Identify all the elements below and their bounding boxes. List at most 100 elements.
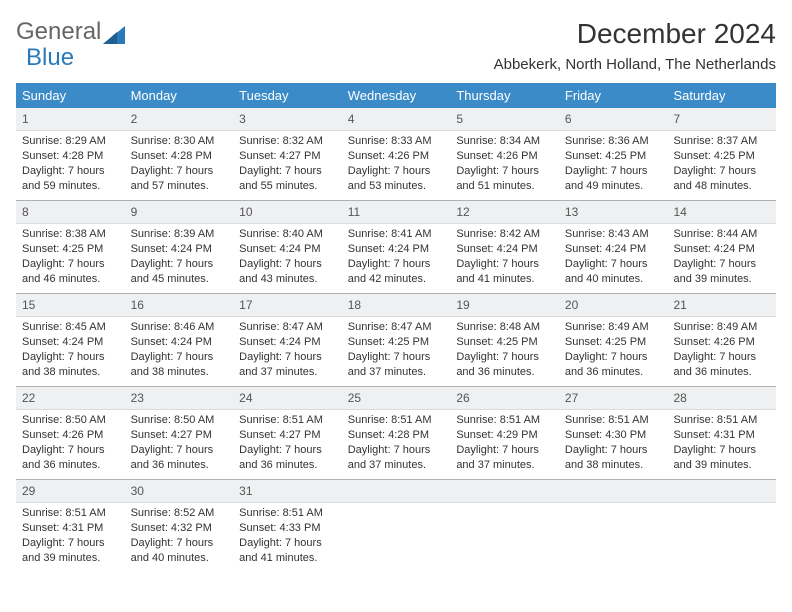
daylight-text: Daylight: 7 hours and 40 minutes. <box>565 257 662 287</box>
sunrise-text: Sunrise: 8:32 AM <box>239 134 336 149</box>
week-row: 8Sunrise: 8:38 AMSunset: 4:25 PMDaylight… <box>16 200 776 293</box>
day-cell: 7Sunrise: 8:37 AMSunset: 4:25 PMDaylight… <box>667 108 776 200</box>
sunset-text: Sunset: 4:24 PM <box>565 242 662 257</box>
sunrise-text: Sunrise: 8:51 AM <box>348 413 445 428</box>
day-body: Sunrise: 8:47 AMSunset: 4:24 PMDaylight:… <box>233 317 342 385</box>
day-number: 28 <box>667 387 776 410</box>
day-cell: 24Sunrise: 8:51 AMSunset: 4:27 PMDayligh… <box>233 387 342 479</box>
sunrise-text: Sunrise: 8:33 AM <box>348 134 445 149</box>
sunset-text: Sunset: 4:26 PM <box>22 428 119 443</box>
weekday-header: Friday <box>559 83 668 108</box>
day-number: 22 <box>16 387 125 410</box>
daylight-text: Daylight: 7 hours and 37 minutes. <box>348 350 445 380</box>
sunset-text: Sunset: 4:29 PM <box>456 428 553 443</box>
day-cell: 23Sunrise: 8:50 AMSunset: 4:27 PMDayligh… <box>125 387 234 479</box>
sunset-text: Sunset: 4:24 PM <box>131 242 228 257</box>
daylight-text: Daylight: 7 hours and 36 minutes. <box>673 350 770 380</box>
day-body: Sunrise: 8:48 AMSunset: 4:25 PMDaylight:… <box>450 317 559 385</box>
sunset-text: Sunset: 4:24 PM <box>22 335 119 350</box>
day-number: 9 <box>125 201 234 224</box>
sunset-text: Sunset: 4:31 PM <box>22 521 119 536</box>
weekday-header: Saturday <box>667 83 776 108</box>
daylight-text: Daylight: 7 hours and 36 minutes. <box>456 350 553 380</box>
day-cell: 15Sunrise: 8:45 AMSunset: 4:24 PMDayligh… <box>16 294 125 386</box>
sunrise-text: Sunrise: 8:51 AM <box>565 413 662 428</box>
daylight-text: Daylight: 7 hours and 36 minutes. <box>131 443 228 473</box>
daylight-text: Daylight: 7 hours and 39 minutes. <box>673 257 770 287</box>
daylight-text: Daylight: 7 hours and 41 minutes. <box>456 257 553 287</box>
day-number: 10 <box>233 201 342 224</box>
day-number: 6 <box>559 108 668 131</box>
sunrise-text: Sunrise: 8:51 AM <box>22 506 119 521</box>
weekday-header: Thursday <box>450 83 559 108</box>
day-cell <box>559 480 668 572</box>
day-body: Sunrise: 8:51 AMSunset: 4:28 PMDaylight:… <box>342 410 451 478</box>
sunrise-text: Sunrise: 8:36 AM <box>565 134 662 149</box>
day-number: 1 <box>16 108 125 131</box>
sunrise-text: Sunrise: 8:34 AM <box>456 134 553 149</box>
sunset-text: Sunset: 4:25 PM <box>565 149 662 164</box>
sunset-text: Sunset: 4:26 PM <box>348 149 445 164</box>
weekday-header: Sunday <box>16 83 125 108</box>
day-cell: 1Sunrise: 8:29 AMSunset: 4:28 PMDaylight… <box>16 108 125 200</box>
day-number: 24 <box>233 387 342 410</box>
week-row: 22Sunrise: 8:50 AMSunset: 4:26 PMDayligh… <box>16 386 776 479</box>
sunrise-text: Sunrise: 8:41 AM <box>348 227 445 242</box>
sunrise-text: Sunrise: 8:48 AM <box>456 320 553 335</box>
day-body: Sunrise: 8:37 AMSunset: 4:25 PMDaylight:… <box>667 131 776 199</box>
day-body: Sunrise: 8:51 AMSunset: 4:33 PMDaylight:… <box>233 503 342 571</box>
sunset-text: Sunset: 4:24 PM <box>239 242 336 257</box>
day-body: Sunrise: 8:32 AMSunset: 4:27 PMDaylight:… <box>233 131 342 199</box>
day-body: Sunrise: 8:51 AMSunset: 4:31 PMDaylight:… <box>667 410 776 478</box>
day-cell: 19Sunrise: 8:48 AMSunset: 4:25 PMDayligh… <box>450 294 559 386</box>
day-body: Sunrise: 8:36 AMSunset: 4:25 PMDaylight:… <box>559 131 668 199</box>
daylight-text: Daylight: 7 hours and 37 minutes. <box>456 443 553 473</box>
day-number: 13 <box>559 201 668 224</box>
daylight-text: Daylight: 7 hours and 38 minutes. <box>565 443 662 473</box>
day-body: Sunrise: 8:38 AMSunset: 4:25 PMDaylight:… <box>16 224 125 292</box>
daylight-text: Daylight: 7 hours and 43 minutes. <box>239 257 336 287</box>
day-number: 25 <box>342 387 451 410</box>
day-body: Sunrise: 8:41 AMSunset: 4:24 PMDaylight:… <box>342 224 451 292</box>
sunrise-text: Sunrise: 8:51 AM <box>239 506 336 521</box>
sunrise-text: Sunrise: 8:52 AM <box>131 506 228 521</box>
day-number: 18 <box>342 294 451 317</box>
sunrise-text: Sunrise: 8:49 AM <box>673 320 770 335</box>
weekday-header: Wednesday <box>342 83 451 108</box>
sunrise-text: Sunrise: 8:47 AM <box>348 320 445 335</box>
day-body: Sunrise: 8:50 AMSunset: 4:26 PMDaylight:… <box>16 410 125 478</box>
day-number: 7 <box>667 108 776 131</box>
daylight-text: Daylight: 7 hours and 39 minutes. <box>22 536 119 566</box>
day-number <box>667 480 776 503</box>
day-body: Sunrise: 8:40 AMSunset: 4:24 PMDaylight:… <box>233 224 342 292</box>
sunrise-text: Sunrise: 8:40 AM <box>239 227 336 242</box>
sunset-text: Sunset: 4:30 PM <box>565 428 662 443</box>
weekday-header: Monday <box>125 83 234 108</box>
daylight-text: Daylight: 7 hours and 55 minutes. <box>239 164 336 194</box>
sunset-text: Sunset: 4:31 PM <box>673 428 770 443</box>
sunset-text: Sunset: 4:24 PM <box>239 335 336 350</box>
daylight-text: Daylight: 7 hours and 36 minutes. <box>22 443 119 473</box>
day-number: 21 <box>667 294 776 317</box>
daylight-text: Daylight: 7 hours and 57 minutes. <box>131 164 228 194</box>
sunrise-text: Sunrise: 8:46 AM <box>131 320 228 335</box>
sunrise-text: Sunrise: 8:44 AM <box>673 227 770 242</box>
sunset-text: Sunset: 4:27 PM <box>239 428 336 443</box>
day-cell: 14Sunrise: 8:44 AMSunset: 4:24 PMDayligh… <box>667 201 776 293</box>
day-number: 15 <box>16 294 125 317</box>
sunset-text: Sunset: 4:25 PM <box>348 335 445 350</box>
day-body <box>450 503 559 563</box>
day-number: 12 <box>450 201 559 224</box>
sunset-text: Sunset: 4:24 PM <box>456 242 553 257</box>
day-cell: 2Sunrise: 8:30 AMSunset: 4:28 PMDaylight… <box>125 108 234 200</box>
day-cell: 29Sunrise: 8:51 AMSunset: 4:31 PMDayligh… <box>16 480 125 572</box>
sunset-text: Sunset: 4:27 PM <box>131 428 228 443</box>
day-number: 19 <box>450 294 559 317</box>
sunset-text: Sunset: 4:33 PM <box>239 521 336 536</box>
day-body: Sunrise: 8:51 AMSunset: 4:31 PMDaylight:… <box>16 503 125 571</box>
day-body: Sunrise: 8:49 AMSunset: 4:26 PMDaylight:… <box>667 317 776 385</box>
sunset-text: Sunset: 4:24 PM <box>348 242 445 257</box>
weekday-header-row: Sunday Monday Tuesday Wednesday Thursday… <box>16 83 776 108</box>
daylight-text: Daylight: 7 hours and 37 minutes. <box>239 350 336 380</box>
daylight-text: Daylight: 7 hours and 40 minutes. <box>131 536 228 566</box>
